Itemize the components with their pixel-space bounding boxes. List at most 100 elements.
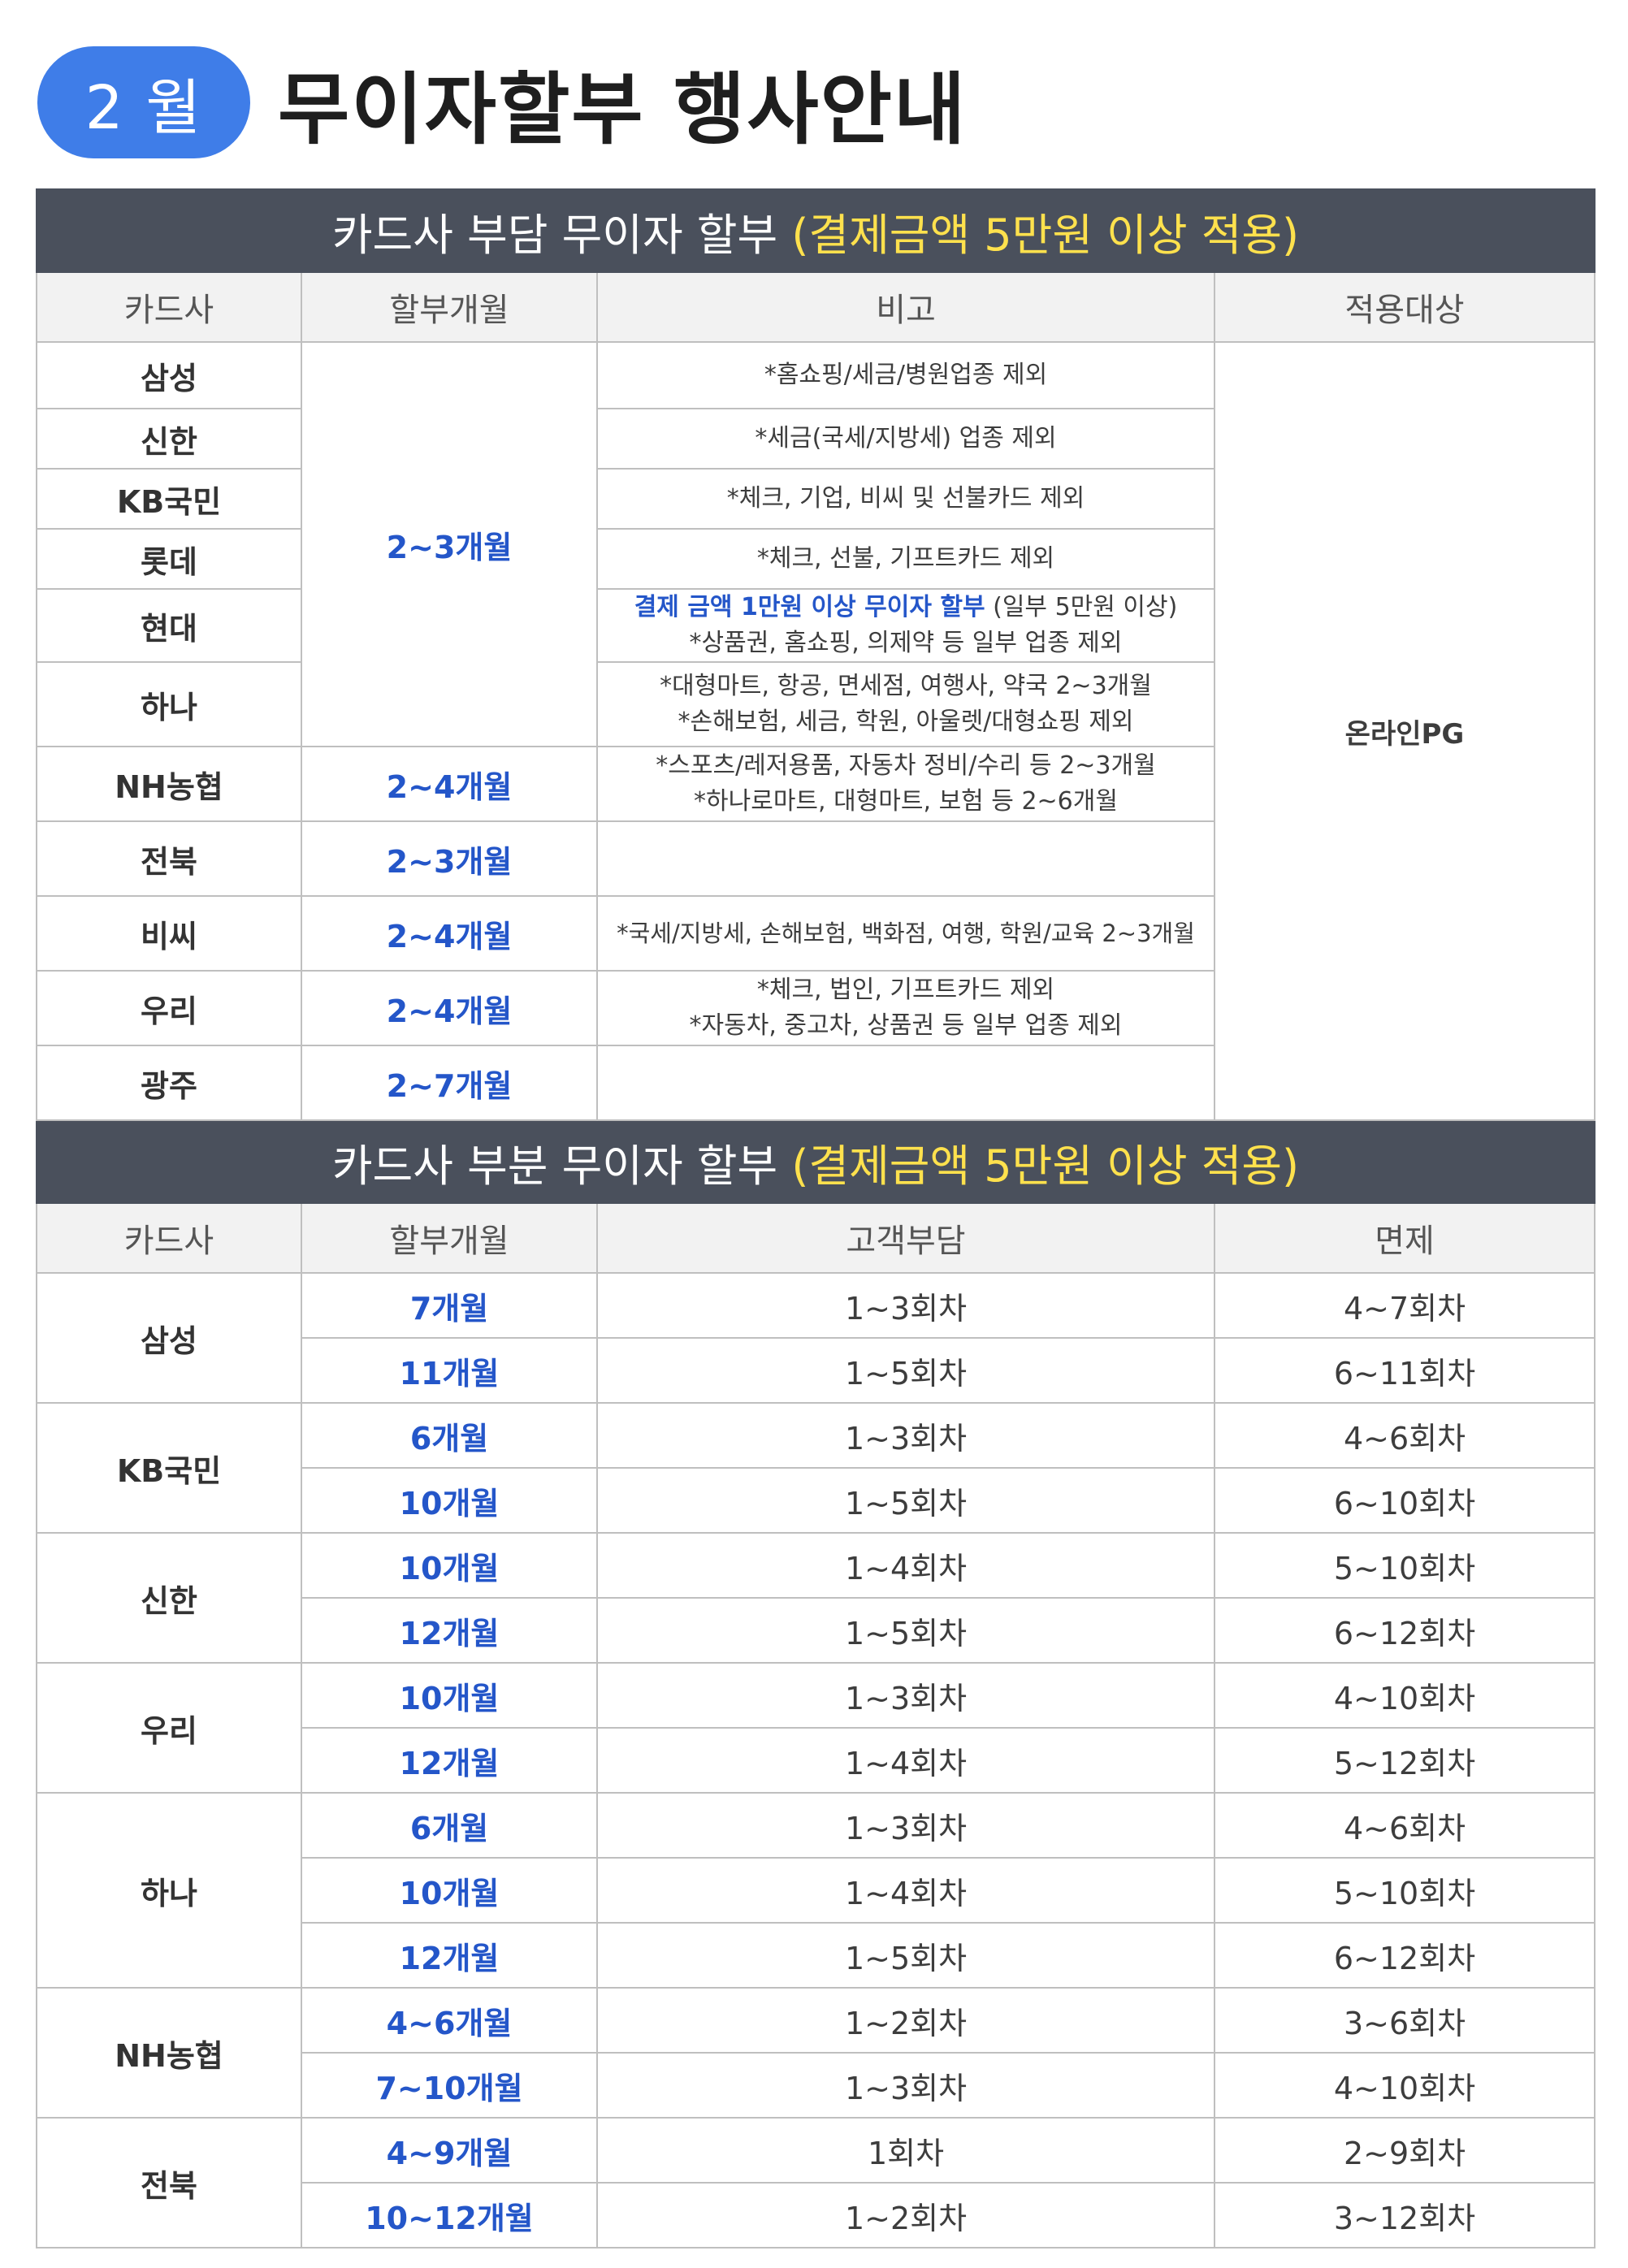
note-cell: 결제 금액 1만원 이상 무이자 할부 (일부 5만원 이상) *상품권, 홈쇼… [596, 588, 1215, 663]
card-name: 롯데 [36, 528, 302, 590]
table-row: 신한 *세금(국세/지방세) 업종 제외 [36, 408, 1595, 470]
section1-header: 카드사 부담 무이자 할부 (결제금액 5만원 이상 적용) [35, 188, 1596, 273]
card-company-table: 카드사 부담 무이자 할부 (결제금액 5만원 이상 적용) 카드사 할부개월 … [35, 188, 1596, 2249]
note-text: *상품권, 홈쇼핑, 의제약 등 일부 업종 제외 [689, 629, 1123, 657]
customer-cell: 1회차 [596, 2117, 1215, 2184]
table-row: 10개월 1~4회차 5~10회차 [37, 1857, 1596, 1924]
customer-cell: 1~5회차 [596, 1922, 1215, 1989]
exempt-cell: 6~12회차 [1213, 1597, 1596, 1664]
months-cell: 10개월 [301, 1662, 598, 1729]
installment-tables: 카드사 부담 무이자 할부 (결제금액 5만원 이상 적용) 카드사 할부개월 … [35, 188, 1596, 2249]
months-cell: 7~10개월 [301, 2052, 598, 2119]
table-row: KB국민 *체크, 기업, 비씨 및 선불카드 제외 [36, 468, 1595, 530]
table-row: 10~12개월 1~2회차 3~12회차 [37, 2182, 1596, 2249]
note-cell: *국세/지방세, 손해보험, 백화점, 여행, 학원/교육 2~3개월 [596, 895, 1215, 972]
table-row: 롯데 *체크, 선불, 기프트카드 제외 [36, 528, 1595, 590]
section1-column-header: 카드사 할부개월 비고 적용대상 [36, 271, 1596, 343]
table-row: 광주 2~7개월 [36, 1045, 1595, 1121]
note-text: (일부 5만원 이상) [985, 593, 1178, 621]
exempt-cell: 4~6회차 [1213, 1792, 1596, 1859]
exempt-cell: 6~12회차 [1213, 1922, 1596, 1989]
exempt-cell: 4~10회차 [1213, 2052, 1596, 2119]
table-row: KB국민 6개월 1~3회차 4~6회차 [36, 1402, 1596, 1534]
months-cell: 2~7개월 [301, 1045, 598, 1121]
customer-cell: 1~3회차 [596, 1402, 1215, 1469]
exempt-cell: 6~11회차 [1213, 1337, 1596, 1404]
note-cell: *홈쇼핑/세금/병원업종 제외 [596, 341, 1215, 409]
card-name: 전북 [36, 2117, 302, 2249]
col-exempt: 면제 [1213, 1202, 1596, 1274]
customer-cell: 1~4회차 [596, 1857, 1215, 1924]
table-row: 삼성 7개월 1~3회차 4~7회차 [36, 1272, 1596, 1404]
months-cell: 12개월 [301, 1727, 598, 1794]
table-row: 12개월 1~4회차 5~12회차 [37, 1727, 1596, 1794]
col-months: 할부개월 [301, 1202, 598, 1274]
card-name: NH농협 [36, 1987, 302, 2119]
card-name: 광주 [36, 1045, 302, 1121]
card-name: NH농협 [36, 746, 302, 822]
table-row: 우리 10개월 1~3회차 4~10회차 [36, 1662, 1596, 1794]
section2-column-header: 카드사 할부개월 고객부담 면제 [36, 1202, 1596, 1274]
month-badge: 2 월 [37, 46, 250, 158]
col-target: 적용대상 [1213, 271, 1596, 343]
note-cell: *체크, 선불, 기프트카드 제외 [596, 528, 1215, 590]
exempt-cell: 5~10회차 [1213, 1532, 1596, 1599]
customer-cell: 1~4회차 [596, 1532, 1215, 1599]
note-cell [596, 1045, 1215, 1121]
note-text: *대형마트, 항공, 면세점, 여행사, 약국 2~3개월 [660, 672, 1152, 700]
months-cell: 2~4개월 [301, 970, 598, 1046]
months-cell: 6개월 [301, 1402, 598, 1469]
card-name: 삼성 [36, 1272, 302, 1404]
exempt-cell: 5~12회차 [1213, 1727, 1596, 1794]
page-title: 무이자할부 행사안내 [278, 63, 968, 155]
table-row: 전북 4~9개월 1회차 2~9회차 [36, 2117, 1596, 2249]
note-text: *스포츠/레저용품, 자동차 정비/수리 등 2~3개월 [656, 751, 1156, 780]
table-row: 12개월 1~5회차 6~12회차 [37, 1922, 1596, 1989]
note-cell: *체크, 기업, 비씨 및 선불카드 제외 [596, 468, 1215, 530]
months-merged: 2~3개월 [301, 341, 598, 747]
note-text: *체크, 법인, 기프트카드 제외 [756, 976, 1055, 1004]
card-name: 전북 [36, 820, 302, 897]
exempt-cell: 6~10회차 [1213, 1467, 1596, 1534]
months-cell: 6개월 [301, 1792, 598, 1859]
table-row: 신한 10개월 1~4회차 5~10회차 [36, 1532, 1596, 1664]
table-row: 7~10개월 1~3회차 4~10회차 [37, 2052, 1596, 2119]
section1-title-highlight: (결제금액 5만원 이상 적용) [791, 209, 1300, 261]
months-cell: 2~4개월 [301, 746, 598, 822]
customer-cell: 1~3회차 [596, 1662, 1215, 1729]
note-cell: *대형마트, 항공, 면세점, 여행사, 약국 2~3개월 *손해보험, 세금,… [596, 661, 1215, 747]
table-row: 11개월 1~5회차 6~11회차 [37, 1337, 1596, 1404]
note-highlight: 결제 금액 1만원 이상 무이자 할부 [634, 593, 985, 621]
note-text: *하나로마트, 대형마트, 보험 등 2~6개월 [694, 787, 1118, 816]
exempt-cell: 2~9회차 [1213, 2117, 1596, 2184]
page-header: 2 월 무이자할부 행사안내 [37, 45, 967, 159]
exempt-cell: 4~10회차 [1213, 1662, 1596, 1729]
note-cell: *체크, 법인, 기프트카드 제외 *자동차, 중고차, 상품권 등 일부 업종… [596, 970, 1215, 1046]
card-name: 삼성 [36, 341, 302, 409]
table-row: NH농협 2~4개월 *스포츠/레저용품, 자동차 정비/수리 등 2~3개월 … [36, 746, 1595, 822]
card-name: 비씨 [36, 895, 302, 972]
table-row: NH농협 4~6개월 1~2회차 3~6회차 [36, 1987, 1596, 2119]
table-row: 현대 결제 금액 1만원 이상 무이자 할부 (일부 5만원 이상) *상품권,… [36, 588, 1595, 663]
exempt-cell: 3~12회차 [1213, 2182, 1596, 2249]
table-row: 12개월 1~5회차 6~12회차 [37, 1597, 1596, 1664]
table-row: 우리 2~4개월 *체크, 법인, 기프트카드 제외 *자동차, 중고차, 상품… [36, 970, 1595, 1046]
section2-title-highlight: (결제금액 5만원 이상 적용) [791, 1140, 1300, 1192]
exempt-cell: 4~7회차 [1213, 1272, 1596, 1339]
card-name: 하나 [36, 661, 302, 747]
exempt-cell: 5~10회차 [1213, 1857, 1596, 1924]
months-cell: 10개월 [301, 1857, 598, 1924]
card-name: 우리 [36, 1662, 302, 1794]
section2-header: 카드사 부분 무이자 할부 (결제금액 5만원 이상 적용) [35, 1119, 1596, 1204]
table-row: 하나 6개월 1~3회차 4~6회차 [36, 1792, 1596, 1989]
months-cell: 7개월 [301, 1272, 598, 1339]
customer-cell: 1~5회차 [596, 1597, 1215, 1664]
note-cell: *스포츠/레저용품, 자동차 정비/수리 등 2~3개월 *하나로마트, 대형마… [596, 746, 1215, 822]
note-text: *자동차, 중고차, 상품권 등 일부 업종 제외 [689, 1011, 1123, 1040]
months-cell: 2~4개월 [301, 895, 598, 972]
months-cell: 4~6개월 [301, 1987, 598, 2054]
months-cell: 12개월 [301, 1597, 598, 1664]
table-row: 삼성 2~3개월 *홈쇼핑/세금/병원업종 제외 온라인PG [36, 341, 1596, 1121]
col-note: 비고 [596, 271, 1215, 343]
card-name: 하나 [36, 1792, 302, 1989]
